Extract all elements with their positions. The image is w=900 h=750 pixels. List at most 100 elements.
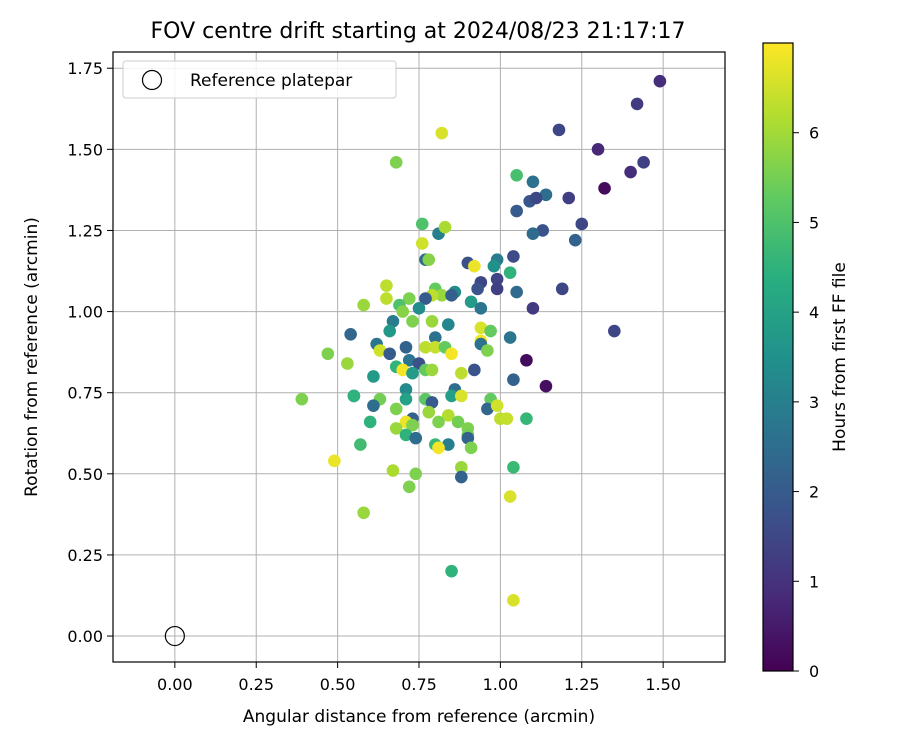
data-point <box>383 324 397 338</box>
data-point <box>435 126 449 140</box>
colorbar-label: Hours from first FF file <box>830 262 850 452</box>
colorbar-tick-label: 3 <box>809 393 819 412</box>
data-point <box>357 506 370 520</box>
data-point <box>539 188 553 202</box>
data-point <box>455 389 468 403</box>
data-point <box>386 464 400 477</box>
x-tick-label: 1.25 <box>564 675 600 694</box>
data-point <box>409 431 423 445</box>
data-point <box>451 415 465 429</box>
y-axis-ticks: 0.00 0.25 0.50 0.75 1.00 1.25 1.50 1.75 <box>67 59 113 646</box>
chart-title: FOV centre drift starting at 2024/08/23 … <box>151 19 686 44</box>
data-point <box>399 392 413 406</box>
data-point <box>445 347 458 361</box>
data-point <box>435 289 449 302</box>
data-point <box>520 412 533 425</box>
data-point <box>481 344 494 357</box>
data-point <box>438 220 452 234</box>
grid-lines <box>113 52 725 662</box>
data-point <box>441 318 455 331</box>
data-point <box>503 331 517 344</box>
reference-marker-group <box>164 625 185 647</box>
data-point <box>406 418 419 432</box>
colorbar-gradient <box>763 43 793 671</box>
data-point <box>422 253 436 266</box>
data-point <box>507 461 520 474</box>
y-tick-label: 1.50 <box>67 140 103 159</box>
data-point <box>510 168 523 182</box>
data-point <box>507 373 520 387</box>
data-point <box>412 302 426 315</box>
data-point <box>474 321 488 335</box>
legend-box <box>122 60 397 99</box>
data-point <box>455 470 468 484</box>
data-point <box>526 227 540 241</box>
x-axis-ticks: 0.00 0.25 0.50 0.75 1.00 1.25 1.50 <box>157 662 681 694</box>
y-tick-label: 1.25 <box>67 221 103 240</box>
legend: Reference platepar <box>122 60 397 99</box>
data-point <box>328 454 341 468</box>
data-point <box>568 233 582 247</box>
data-point <box>510 204 523 218</box>
colorbar-tick-label: 2 <box>809 483 819 502</box>
data-point <box>419 340 432 354</box>
colorbar-frame <box>762 42 794 672</box>
data-point <box>637 156 650 169</box>
data-point <box>409 467 423 481</box>
colorbar-tick-label: 0 <box>809 662 819 681</box>
data-point <box>341 357 354 370</box>
data-point <box>539 379 553 393</box>
data-point <box>380 279 393 292</box>
data-point <box>445 389 458 403</box>
data-point <box>500 412 514 425</box>
y-tick-label: 0.50 <box>67 465 103 484</box>
data-point <box>520 353 533 367</box>
data-point <box>406 366 419 380</box>
data-point <box>608 324 621 338</box>
data-point <box>428 331 442 344</box>
data-point <box>490 282 504 296</box>
x-tick-label: 1.00 <box>483 675 519 694</box>
data-point <box>455 461 468 474</box>
y-axis-label: Rotation from reference (arcmin) <box>22 217 42 497</box>
data-point <box>432 415 445 429</box>
data-point <box>445 289 458 302</box>
data-point <box>396 305 410 318</box>
y-tick-label: 1.75 <box>67 59 103 78</box>
data-point <box>562 191 576 205</box>
data-point <box>529 191 543 205</box>
x-tick-label: 0.75 <box>401 675 437 694</box>
data-point <box>484 324 497 338</box>
data-point <box>354 438 367 451</box>
data-point <box>389 422 403 435</box>
data-point <box>503 266 517 279</box>
x-axis-label: Angular distance from reference (arcmin) <box>243 707 595 727</box>
data-point <box>510 285 523 299</box>
data-point <box>598 181 611 195</box>
x-tick-label: 0.25 <box>238 675 274 694</box>
data-point <box>380 292 393 305</box>
data-point <box>536 224 550 237</box>
y-tick-label: 0.00 <box>67 627 103 646</box>
data-point <box>490 399 504 412</box>
data-point <box>386 315 400 328</box>
data-point <box>481 402 494 416</box>
data-point <box>419 292 432 305</box>
data-point <box>630 97 644 111</box>
colorbar-ticks: 0 1 2 3 4 5 6 <box>793 124 819 681</box>
data-point <box>461 431 475 445</box>
colorbar-tick-label: 1 <box>809 572 819 591</box>
data-point <box>363 415 377 429</box>
data-point <box>373 344 387 357</box>
y-tick-label: 0.75 <box>67 384 103 403</box>
data-point <box>406 315 419 328</box>
colorbar-tick-label: 5 <box>809 213 819 232</box>
data-point <box>389 402 403 416</box>
data-point <box>624 165 637 179</box>
data-point <box>415 237 429 250</box>
data-point <box>367 399 380 412</box>
y-tick-label: 0.25 <box>67 546 103 565</box>
data-points <box>295 74 667 607</box>
data-point <box>402 353 416 367</box>
data-point <box>425 396 439 409</box>
